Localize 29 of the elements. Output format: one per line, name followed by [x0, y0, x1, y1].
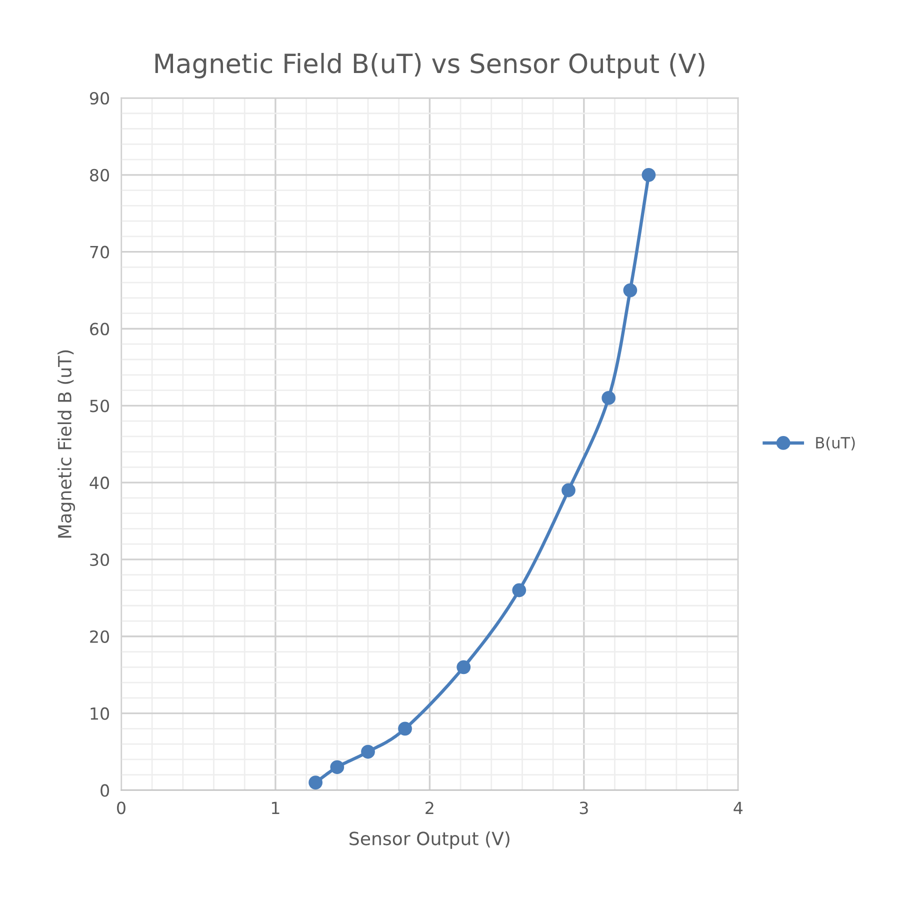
- x-tick-label: 0: [117, 802, 126, 814]
- point: [361, 744, 375, 759]
- chart-title: Magnetic Field B(uT) vs Sensor Output (V): [155, 52, 704, 78]
- point: [308, 776, 323, 790]
- point: [512, 583, 526, 598]
- y-tick-label: 90: [90, 92, 110, 105]
- point: [562, 483, 576, 498]
- y-tick-label: 50: [90, 400, 110, 412]
- point: [623, 283, 638, 298]
- point: [398, 722, 412, 736]
- y-tick-label: 70: [90, 246, 110, 258]
- point: [602, 391, 616, 405]
- y-tick-label: 40: [90, 476, 110, 490]
- y-tick-label: 10: [90, 707, 110, 720]
- x-tick-label: 3: [580, 802, 588, 814]
- y-tick-label: 80: [90, 168, 110, 182]
- x-axis-title: Sensor Output (V): [350, 831, 510, 849]
- point: [456, 660, 471, 674]
- y-tick-label: 60: [90, 322, 110, 336]
- x-tick-label: 4: [734, 802, 743, 814]
- y-axis-title: Magnetic Field B (uT): [58, 350, 76, 538]
- y-tick-label: 20: [90, 630, 110, 643]
- y-tick-label: 30: [90, 553, 110, 566]
- x-tick-label: 2: [426, 802, 434, 814]
- legend-label: B(uT): [816, 436, 855, 450]
- point: [330, 760, 344, 774]
- y-tick-label: 0: [100, 784, 110, 797]
- x-tick-label: 1: [272, 802, 280, 814]
- point: [642, 168, 656, 182]
